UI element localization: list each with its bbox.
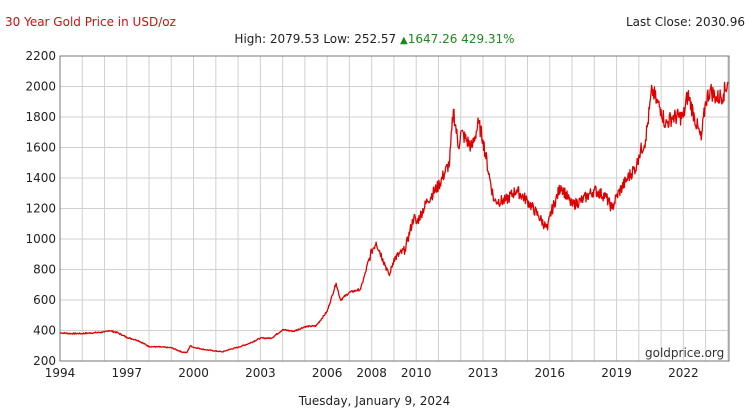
last-close: Last Close: 2030.96 bbox=[626, 15, 745, 29]
high-value: 2079.53 bbox=[269, 32, 320, 46]
chart-title: 30 Year Gold Price in USD/oz bbox=[5, 15, 176, 29]
last-close-value: 2030.96 bbox=[695, 15, 745, 29]
gold-price-series-line bbox=[59, 81, 729, 354]
x-tick-label: 2006 bbox=[312, 366, 343, 380]
x-tick-label: 2013 bbox=[468, 366, 499, 380]
date-label: Tuesday, January 9, 2024 bbox=[298, 394, 451, 408]
x-tick-label: 2019 bbox=[601, 366, 632, 380]
x-tick-label: 2022 bbox=[668, 366, 699, 380]
x-axis: 1994 1997 2000 2003 2006 2008 2010 2013 2016 2019… bbox=[45, 366, 699, 380]
x-tick-label: 2003 bbox=[245, 366, 276, 380]
low-label: Low: bbox=[323, 32, 351, 46]
x-tick-label: 1994 bbox=[45, 366, 76, 380]
y-tick-label: 800 bbox=[33, 263, 56, 277]
change-percent: 429.31% bbox=[461, 32, 515, 46]
y-tick-label: 1400 bbox=[25, 171, 56, 185]
x-tick-label: 2000 bbox=[178, 366, 209, 380]
y-tick-label: 1800 bbox=[25, 110, 56, 124]
y-axis: 200 400 600 800 1000 1200 1400 1600 1800 2000 2200 bbox=[25, 49, 56, 368]
high-label: High: bbox=[234, 32, 267, 46]
low-value: 252.57 bbox=[354, 32, 397, 46]
y-tick-label: 1000 bbox=[25, 232, 56, 246]
watermark: goldprice.org bbox=[645, 346, 724, 360]
last-close-label: Last Close: bbox=[626, 15, 692, 29]
y-tick-label: 1200 bbox=[25, 202, 56, 216]
x-tick-label: 1997 bbox=[112, 366, 143, 380]
y-tick-label: 2000 bbox=[25, 80, 56, 94]
x-tick-label: 2008 bbox=[356, 366, 387, 380]
y-tick-label: 2200 bbox=[25, 49, 56, 63]
y-tick-label: 400 bbox=[33, 324, 56, 338]
x-tick-label: 2016 bbox=[535, 366, 566, 380]
y-tick-label: 1600 bbox=[25, 141, 56, 155]
y-tick-label: 200 bbox=[33, 354, 56, 368]
chart-grid bbox=[60, 56, 729, 361]
x-tick-label: 2010 bbox=[401, 366, 432, 380]
up-arrow-icon: ▲ bbox=[400, 35, 408, 46]
y-tick-label: 600 bbox=[33, 293, 56, 307]
price-stats: High: 2079.53 Low: 252.57 ▲1647.26 429.3… bbox=[0, 32, 749, 46]
plot-area bbox=[59, 55, 730, 362]
change-value: 1647.26 bbox=[407, 32, 458, 46]
